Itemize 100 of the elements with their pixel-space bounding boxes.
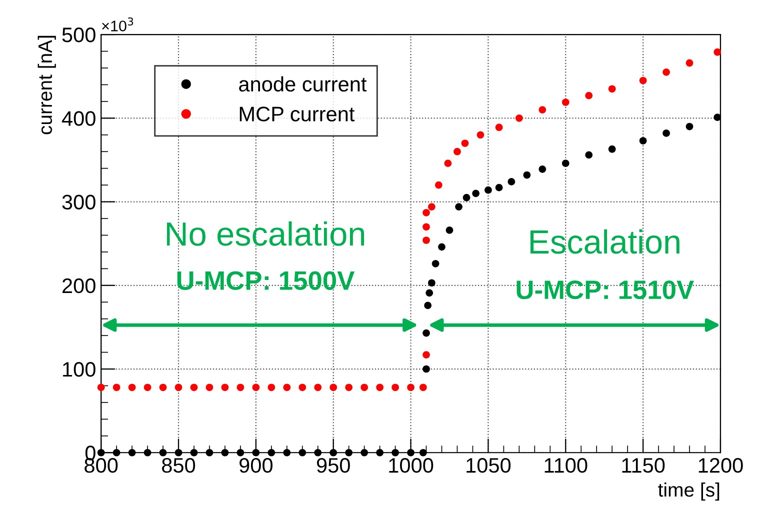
x-tick-label: 900: [240, 458, 272, 473]
point: [330, 448, 338, 456]
point: [455, 203, 462, 210]
x-tick-label: 1100: [544, 458, 588, 473]
point: [585, 151, 593, 159]
point: [97, 384, 105, 392]
x-axis-title: time [s]: [658, 482, 720, 501]
point: [345, 448, 353, 456]
point: [392, 448, 399, 456]
point: [639, 76, 647, 84]
point: [236, 384, 244, 392]
point: [438, 243, 446, 251]
y-tick-label: 100: [63, 362, 96, 377]
point: [252, 448, 260, 456]
annotation: U-MCP: 1500V: [177, 271, 354, 290]
point: [128, 448, 136, 456]
point: [508, 178, 516, 186]
point: [330, 384, 338, 392]
point: [407, 384, 414, 392]
x-tick-label: 1000: [389, 458, 434, 473]
point: [422, 329, 430, 337]
y-tick-label: 500: [62, 28, 96, 42]
point: [283, 384, 291, 392]
point: [538, 165, 546, 173]
point: [422, 223, 430, 231]
point: [495, 184, 503, 192]
point: [221, 384, 229, 392]
point: [345, 384, 353, 392]
point: [462, 194, 470, 202]
point: [516, 114, 523, 122]
point: [376, 384, 384, 392]
point: [314, 448, 322, 456]
point: [714, 48, 722, 56]
point: [422, 351, 430, 358]
point: [422, 365, 430, 373]
point: [428, 279, 436, 287]
point: [190, 384, 198, 392]
point: [608, 85, 616, 93]
y-tick-label: 200: [62, 278, 96, 294]
point: [419, 384, 427, 392]
point: [523, 171, 531, 179]
x-tick-label: 1150: [622, 458, 665, 473]
point: [714, 114, 722, 121]
point: [422, 208, 430, 216]
point: [446, 226, 454, 234]
point: [424, 302, 432, 310]
point: [112, 384, 120, 392]
legend-label: anode current: [239, 76, 367, 92]
point: [639, 137, 647, 144]
point: [283, 448, 291, 456]
point: [174, 384, 182, 392]
point: [190, 448, 198, 456]
text: ×10$^{3}$: [102, 17, 134, 32]
point: [360, 384, 368, 392]
point: [159, 384, 167, 392]
point: [686, 59, 694, 67]
point: [662, 68, 670, 76]
point: [206, 448, 214, 456]
point: [206, 384, 214, 392]
legend-label: MCP current: [240, 106, 355, 122]
point: [112, 448, 120, 456]
point: [268, 448, 276, 456]
y-tick-label: 300: [62, 194, 96, 210]
y-tick-label: 400: [62, 111, 96, 126]
point: [495, 124, 503, 132]
point: [174, 448, 182, 456]
x-tick-label: 800: [84, 458, 118, 473]
point: [608, 145, 616, 153]
annotation: Escalation: [530, 229, 680, 254]
point: [376, 448, 384, 456]
x-tick-label: 1200: [698, 458, 743, 473]
point: [407, 448, 414, 456]
point: [484, 186, 492, 194]
x-tick-label: 1050: [466, 458, 511, 473]
point: [144, 384, 152, 392]
point: [419, 448, 427, 456]
x-tick-label: 950: [316, 458, 350, 473]
point: [268, 384, 276, 392]
point: [662, 130, 670, 137]
point: [434, 181, 442, 189]
point: [298, 384, 306, 392]
point: [538, 106, 546, 114]
annotation: No escalation: [166, 221, 364, 246]
point: [298, 448, 306, 456]
point: [472, 190, 480, 198]
point: [686, 122, 694, 130]
point: [314, 384, 322, 392]
point: [392, 384, 399, 392]
point: [159, 448, 167, 456]
point: [360, 448, 368, 456]
point: [585, 92, 593, 100]
annotation: U-MCP: 1510V: [516, 280, 694, 300]
point: [236, 448, 244, 456]
point: [562, 98, 570, 106]
point: [128, 384, 136, 392]
y-axis-title: current [nA]: [38, 36, 56, 134]
point: [432, 260, 440, 268]
point: [461, 140, 469, 147]
point: [444, 160, 452, 167]
point: [454, 148, 461, 156]
